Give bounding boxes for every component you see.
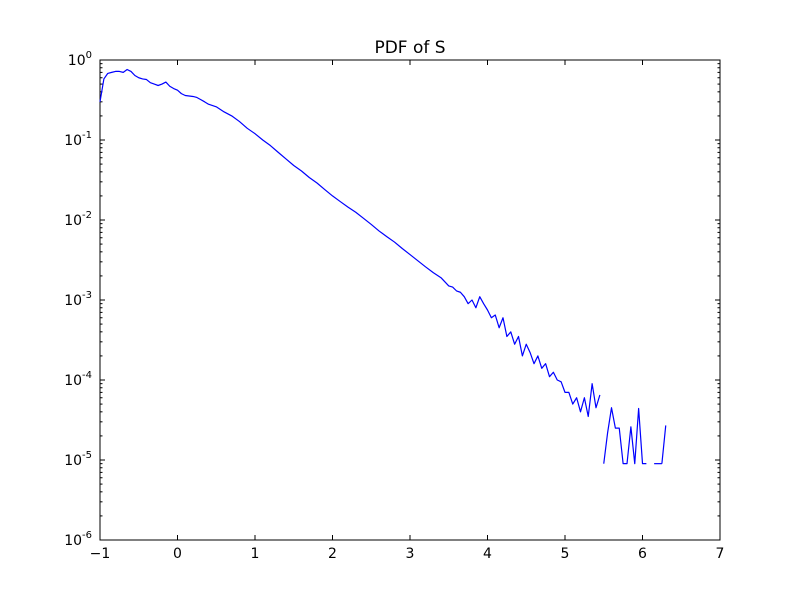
chart-title: PDF of S <box>374 38 445 58</box>
y-tick-label: 10-3 <box>64 290 92 309</box>
y-tick-label: 10-1 <box>64 130 92 149</box>
x-tick-label: 3 <box>406 546 415 562</box>
pdf-line-segment <box>99 68 601 418</box>
plot-area <box>99 59 721 541</box>
y-tick-label: 10-5 <box>64 450 92 469</box>
x-tick-label: 5 <box>561 546 570 562</box>
y-tick-label: 10-2 <box>64 210 92 229</box>
y-tick-label: 10-6 <box>64 530 92 549</box>
pdf-line-segment <box>661 425 667 464</box>
x-axis: −1 0 1 2 3 4 5 6 7 <box>90 60 725 562</box>
x-tick-label: 6 <box>638 546 647 562</box>
x-tick-label: 7 <box>716 546 725 562</box>
pdf-series <box>99 68 667 465</box>
x-tick-label: 1 <box>251 546 260 562</box>
x-tick-label: 4 <box>483 546 492 562</box>
x-tick-label: −1 <box>90 546 111 562</box>
pdf-line-segment <box>603 407 647 465</box>
x-tick-label: 0 <box>173 546 182 562</box>
y-tick-label: 100 <box>68 50 92 69</box>
x-tick-label: 2 <box>328 546 337 562</box>
y-tick-label: 10-4 <box>64 370 92 389</box>
